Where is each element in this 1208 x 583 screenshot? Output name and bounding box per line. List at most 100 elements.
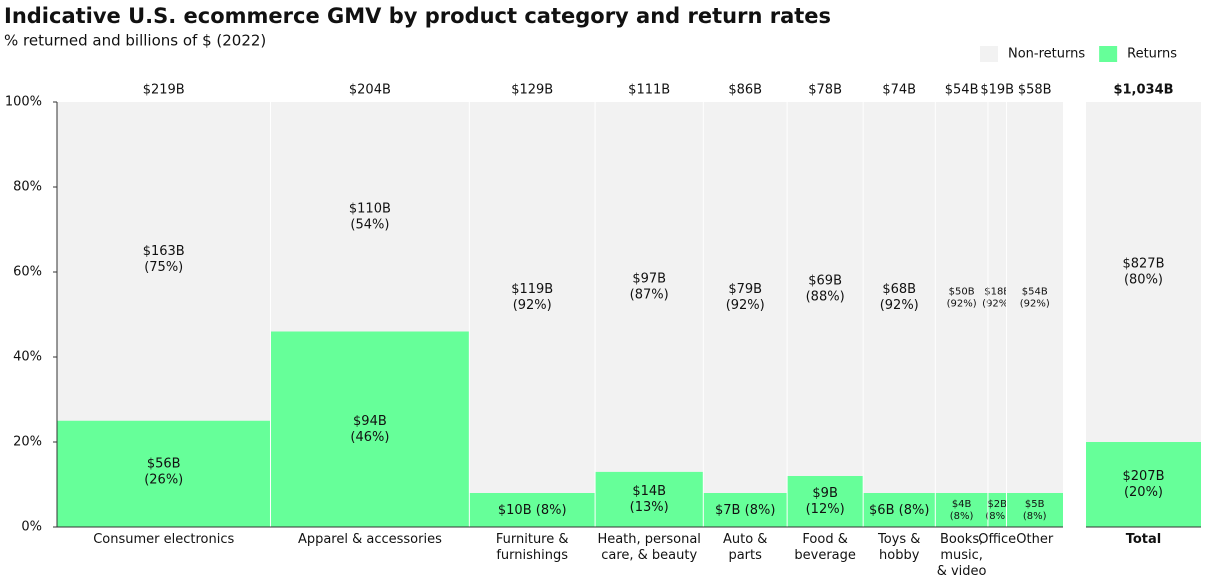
value-label: (88%) <box>806 290 845 305</box>
amount-label: $827B <box>1122 257 1164 272</box>
returns-bar <box>1006 493 1063 527</box>
total-width-label: $1,034B <box>1113 83 1173 98</box>
amount-label: $4B <box>952 499 972 510</box>
total-label: Total <box>1125 532 1162 547</box>
width-label: $219B <box>143 83 185 98</box>
amount-label: $79B <box>728 282 762 297</box>
amount-label: $6B <box>869 503 894 518</box>
value-label: (8%) <box>1023 511 1047 522</box>
returns-bar <box>863 493 936 527</box>
value-label: (8%) <box>899 503 930 518</box>
width-label: $54B <box>945 83 979 98</box>
value-label: (8%) <box>536 503 567 518</box>
amount-label: $119B <box>511 282 553 297</box>
y-tick-label: 0% <box>21 520 42 535</box>
returns-bar <box>987 493 1007 527</box>
returns-bar <box>57 416 271 527</box>
value-label: (92%) <box>880 298 919 313</box>
value-label: (8%) <box>950 511 974 522</box>
returns-bar <box>469 493 596 527</box>
non-returns-bar <box>1006 102 1063 493</box>
amount-label: $18B <box>984 287 1010 298</box>
value-label: (75%) <box>144 260 183 275</box>
value-label: (92%) <box>947 299 977 310</box>
chart-subtitle: % returned and billions of $ (2022) <box>4 32 266 50</box>
amount-label: $56B <box>147 456 181 471</box>
legend-swatch <box>980 46 998 62</box>
amount-label: $9B <box>812 486 837 501</box>
value-label: (13%) <box>630 500 669 515</box>
value-label: (26%) <box>144 472 183 487</box>
returns-bar <box>595 471 704 527</box>
width-label: $129B <box>511 83 553 98</box>
width-label: $58B <box>1018 83 1052 98</box>
amount-label: $50B <box>949 287 975 298</box>
value-label: (92%) <box>726 298 765 313</box>
returns-bar <box>270 331 470 527</box>
y-tick-label: 80% <box>13 180 42 195</box>
legend-swatch <box>1099 46 1118 62</box>
returns-bar <box>935 493 988 527</box>
amount-label: $10B <box>498 503 532 518</box>
value-label: (8%) <box>985 511 1009 522</box>
amount-label: $7B <box>715 503 740 518</box>
width-label: $204B <box>349 83 391 98</box>
y-tick-label: 20% <box>13 435 42 450</box>
amount-label: $14B <box>632 484 666 499</box>
amount-label: $163B <box>143 244 185 259</box>
value-label: (92%) <box>513 298 552 313</box>
amount-label: $68B <box>882 282 916 297</box>
non-returns-bar <box>1086 102 1201 442</box>
value-label: (12%) <box>806 502 845 517</box>
segment-label: $6B (8%) <box>869 503 929 518</box>
y-tick-label: 100% <box>5 95 42 110</box>
non-returns-bar <box>270 102 470 332</box>
width-label: $111B <box>628 83 670 98</box>
x-tick-label: Auto & parts <box>722 532 768 563</box>
x-tick-label: Office <box>978 532 1017 547</box>
value-label: (92%) <box>1020 299 1050 310</box>
value-label: (92%) <box>982 299 1012 310</box>
returns-bar <box>1086 442 1201 527</box>
y-tick-label: 40% <box>13 350 42 365</box>
returns-bar <box>787 476 864 527</box>
non-returns-bar <box>935 102 988 493</box>
y-tick-label: 60% <box>13 265 42 280</box>
x-tick-label: Consumer electronics <box>93 532 235 547</box>
value-label: (46%) <box>350 430 389 445</box>
amount-label: $97B <box>632 271 666 286</box>
value-label: (8%) <box>745 503 776 518</box>
amount-label: $2B <box>987 499 1007 510</box>
amount-label: $207B <box>1122 469 1164 484</box>
non-returns-bar <box>863 102 936 493</box>
width-label: $78B <box>808 83 842 98</box>
non-returns-bar <box>595 102 704 472</box>
non-returns-bar <box>987 102 1007 493</box>
x-tick-label: Food & beverage <box>794 532 856 563</box>
legend-label: Returns <box>1127 47 1177 62</box>
non-returns-bar <box>57 102 271 421</box>
amount-label: $69B <box>808 274 842 289</box>
x-tick-label: Apparel & accessories <box>297 532 442 547</box>
x-tick-label: Other <box>1016 532 1054 547</box>
returns-bar <box>703 493 788 527</box>
width-label: $74B <box>882 83 916 98</box>
amount-label: $94B <box>353 414 387 429</box>
value-label: (80%) <box>1124 273 1163 288</box>
segment-label: $10B (8%) <box>498 503 567 518</box>
non-returns-bar <box>787 102 864 476</box>
amount-label: $54B <box>1022 287 1048 298</box>
x-tick-label: Books, music, & video <box>936 532 987 579</box>
amount-label: $5B <box>1025 499 1045 510</box>
width-label: $86B <box>728 83 762 98</box>
value-label: (20%) <box>1124 485 1163 500</box>
x-tick-label: Heath, personal care, & beauty <box>597 532 701 563</box>
value-label: (54%) <box>350 217 389 232</box>
width-label: $19B <box>980 83 1014 98</box>
non-returns-bar <box>469 102 596 493</box>
segment-label: $7B (8%) <box>715 503 775 518</box>
x-tick-label: Toys & hobby <box>878 532 921 563</box>
value-label: (87%) <box>630 287 669 302</box>
